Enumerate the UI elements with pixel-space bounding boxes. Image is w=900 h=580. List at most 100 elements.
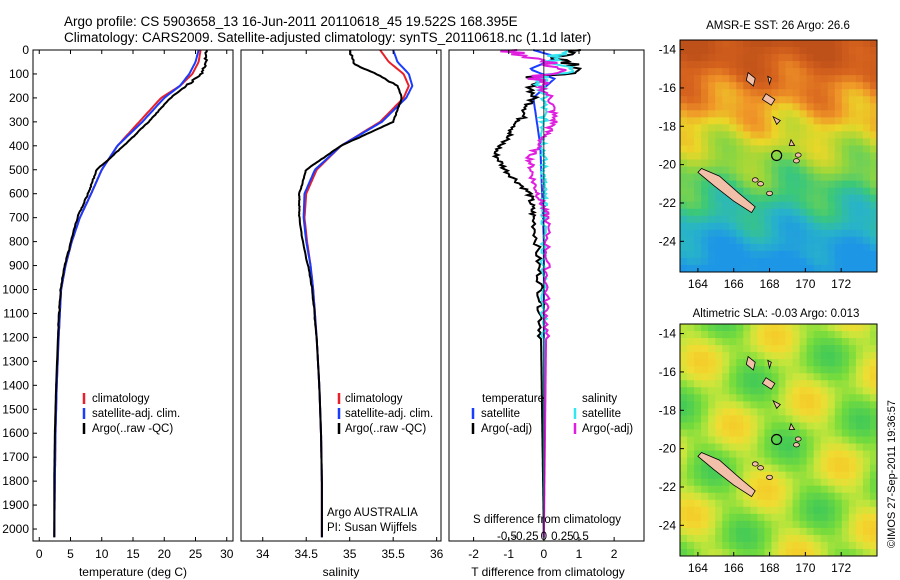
map-cell (806, 408, 815, 416)
map-cell (750, 429, 758, 437)
map-cell (715, 103, 723, 111)
map-cell (757, 61, 765, 69)
map-cell (785, 243, 793, 252)
map-cell (736, 68, 744, 76)
map-cell (813, 61, 822, 69)
map-cell (862, 180, 871, 189)
map-cell (855, 145, 864, 153)
map-cell (841, 54, 850, 62)
map-cell (708, 40, 716, 48)
map-cell (869, 464, 878, 473)
map-cell (841, 415, 850, 423)
map-cell (862, 401, 871, 409)
map-cell (827, 345, 836, 353)
map-cell (750, 387, 758, 395)
map-cell (848, 541, 857, 550)
map-cell (799, 373, 808, 381)
map-cell (778, 96, 786, 104)
map-cell (708, 485, 716, 494)
map-cell (722, 534, 730, 543)
map-cell (869, 408, 878, 416)
map-cell (778, 324, 786, 332)
map-cell (834, 345, 843, 353)
map-cell (757, 152, 765, 160)
map-cell (750, 499, 758, 508)
map-cell (757, 345, 765, 353)
map-cell (806, 457, 815, 466)
map-cell (820, 331, 829, 339)
map-cell (757, 215, 765, 224)
map-cell (855, 229, 864, 238)
map-cell (834, 408, 843, 416)
map-cell (715, 513, 723, 522)
x-tick-label: 5 (67, 547, 74, 561)
map-cell (701, 443, 709, 451)
map-cell (806, 96, 815, 104)
map-cell (785, 103, 793, 111)
map-cell (869, 373, 878, 381)
map-cell (827, 145, 836, 153)
map-cell (820, 520, 829, 529)
map-cell (806, 145, 815, 153)
map-cell (785, 215, 793, 224)
map-cell (813, 415, 822, 423)
map-cell (813, 366, 822, 374)
map-cell (778, 173, 786, 182)
map-cell (743, 534, 751, 543)
map-cell (785, 117, 793, 125)
map-cell (862, 264, 871, 273)
map-cell (729, 548, 737, 557)
map-cell (743, 506, 751, 515)
map-cell (806, 485, 815, 494)
map-cell (750, 166, 758, 174)
map-cell (729, 443, 737, 451)
map-cell (841, 117, 850, 125)
map-cell (785, 359, 793, 367)
map-cell (785, 152, 793, 160)
map-cell (694, 429, 702, 437)
map-y-tick-label: -14 (659, 327, 677, 341)
map-cell (687, 215, 695, 224)
temperature-x-label: temperature (deg C) (79, 565, 187, 579)
map-cell (715, 187, 723, 196)
map-cell (743, 47, 751, 55)
map-cell (736, 513, 744, 522)
map-cell (736, 180, 744, 189)
map-cell (827, 264, 836, 273)
loyalty-island (766, 190, 773, 196)
map-cell (799, 82, 808, 90)
map-cell (757, 75, 765, 83)
map-cell (820, 208, 829, 217)
map-cell (855, 520, 864, 529)
map-cell (701, 527, 709, 536)
map-cell (694, 257, 702, 266)
map-cell (778, 331, 786, 339)
map-cell (827, 331, 836, 339)
map-cell (694, 82, 702, 90)
map-cell (708, 338, 716, 346)
map-cell (862, 131, 871, 139)
map-cell (694, 110, 702, 118)
map-cell (799, 366, 808, 374)
map-cell (771, 124, 779, 132)
map-cell (708, 103, 716, 111)
map-cell (687, 201, 695, 210)
map-cell (862, 208, 871, 217)
map-cell (757, 324, 765, 332)
map-cell (806, 513, 815, 522)
map-cell (694, 152, 702, 160)
map-cell (736, 401, 744, 409)
map-cell (792, 222, 801, 231)
map-cell (701, 401, 709, 409)
y-tick-label: 100 (9, 67, 29, 81)
map-cell (715, 527, 723, 536)
map-cell (722, 96, 730, 104)
map-cell (750, 450, 758, 458)
map-cell (813, 394, 822, 402)
map-cell (785, 366, 793, 374)
map-cell (813, 464, 822, 473)
map-cell (715, 408, 723, 416)
map-cell (680, 422, 688, 430)
map-cell (862, 61, 871, 69)
map-cell (701, 338, 709, 346)
